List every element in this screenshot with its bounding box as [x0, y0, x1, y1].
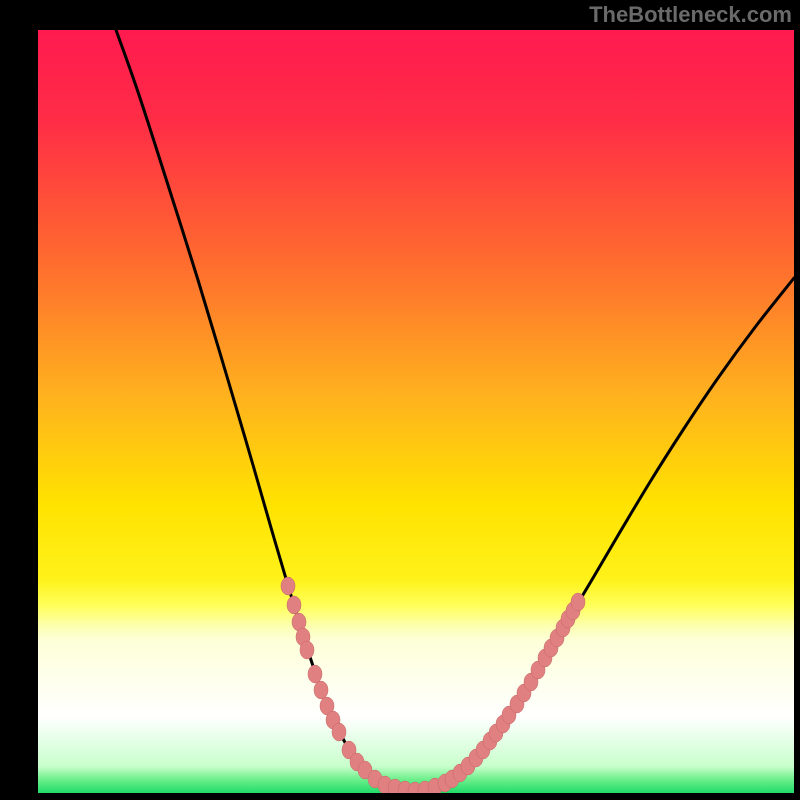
data-dot: [287, 596, 301, 614]
chart-svg: [38, 30, 794, 793]
data-dot: [281, 577, 295, 595]
gradient-background: [38, 30, 794, 793]
watermark-text: TheBottleneck.com: [589, 2, 792, 28]
data-dot: [300, 641, 314, 659]
data-dot: [314, 681, 328, 699]
chart-frame: TheBottleneck.com: [0, 0, 800, 800]
data-dot: [571, 593, 585, 611]
data-dot: [308, 665, 322, 683]
plot-area: [38, 30, 794, 793]
data-dot: [332, 723, 346, 741]
